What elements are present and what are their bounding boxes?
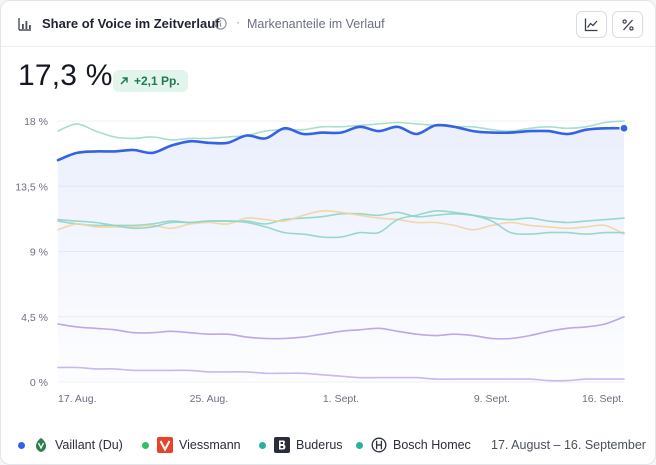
header-separator: · bbox=[236, 15, 240, 29]
series-line-purple_a bbox=[57, 316, 625, 340]
percent-icon bbox=[621, 18, 634, 31]
legend-dot bbox=[142, 441, 149, 449]
period-range: 17. August – 16. September bbox=[491, 438, 646, 452]
x-tick-label: 17. Aug. bbox=[58, 393, 97, 405]
info-icon[interactable] bbox=[214, 17, 227, 30]
x-tick-label: 25. Aug. bbox=[190, 393, 229, 405]
y-tick-label: 18 % bbox=[24, 116, 48, 128]
viessmann-logo bbox=[157, 437, 173, 453]
legend-dot bbox=[18, 441, 25, 449]
line-chart-icon bbox=[584, 18, 598, 32]
y-tick-label: 13,5 % bbox=[15, 181, 48, 193]
series-line-buderus bbox=[57, 211, 625, 227]
x-tick-label: 16. Sept. bbox=[582, 393, 624, 405]
legend-dot bbox=[356, 441, 363, 449]
x-tick-label: 1. Sept. bbox=[323, 393, 359, 405]
line-chart-toggle-button[interactable] bbox=[576, 11, 607, 38]
legend-label: Bosch Homec bbox=[393, 438, 471, 452]
vaillant-logo bbox=[33, 437, 49, 453]
legend-item-vaillant[interactable]: Vaillant (Du) bbox=[18, 436, 123, 454]
series-line-teal2 bbox=[57, 209, 625, 239]
series-line-purple_b bbox=[57, 366, 625, 382]
legend-item-bosch[interactable]: Bosch Homec bbox=[356, 436, 471, 454]
vaillant-area bbox=[58, 124, 624, 383]
buderus-logo bbox=[274, 437, 290, 453]
share-of-voice-line-chart: 18 % 13,5 % 9 % 4,5 % 0 % 17. Aug. 25. Aug. 1. … bbox=[15, 116, 629, 405]
card-title: Share of Voice im Zeitverlauf bbox=[42, 16, 220, 31]
vaillant-end-marker bbox=[619, 123, 629, 133]
legend-item-viessmann[interactable]: Viessmann bbox=[142, 436, 241, 454]
legend-dot bbox=[259, 441, 266, 449]
kpi-delta-badge: +2,1 Pp. bbox=[113, 70, 188, 92]
legend-label: Vaillant (Du) bbox=[55, 438, 123, 452]
series-line-bosch bbox=[57, 209, 625, 235]
legend-item-buderus[interactable]: Buderus bbox=[259, 436, 343, 454]
percent-toggle-button[interactable] bbox=[612, 11, 643, 38]
card-subtitle: Markenanteile im Verlauf bbox=[247, 17, 385, 31]
legend: Vaillant (Du) Viessmann bbox=[1, 425, 655, 464]
bosch-logo bbox=[371, 437, 387, 453]
series-line-viessmann bbox=[57, 120, 625, 141]
y-tick-label: 4,5 % bbox=[21, 312, 48, 324]
y-tick-label: 9 % bbox=[30, 247, 48, 259]
bar-chart-icon bbox=[18, 18, 31, 31]
arrow-up-right-icon bbox=[120, 77, 128, 85]
card-header: Share of Voice im Zeitverlauf · Markenan… bbox=[1, 1, 655, 47]
y-tick-label: 0 % bbox=[30, 377, 48, 389]
x-tick-label: 9. Sept. bbox=[474, 393, 510, 405]
kpi-value: 17,3 % bbox=[18, 59, 113, 92]
legend-label: Viessmann bbox=[179, 438, 241, 452]
kpi-delta-text: +2,1 Pp. bbox=[134, 74, 180, 88]
series-line-vaillant bbox=[56, 123, 626, 162]
legend-label: Buderus bbox=[296, 438, 343, 452]
